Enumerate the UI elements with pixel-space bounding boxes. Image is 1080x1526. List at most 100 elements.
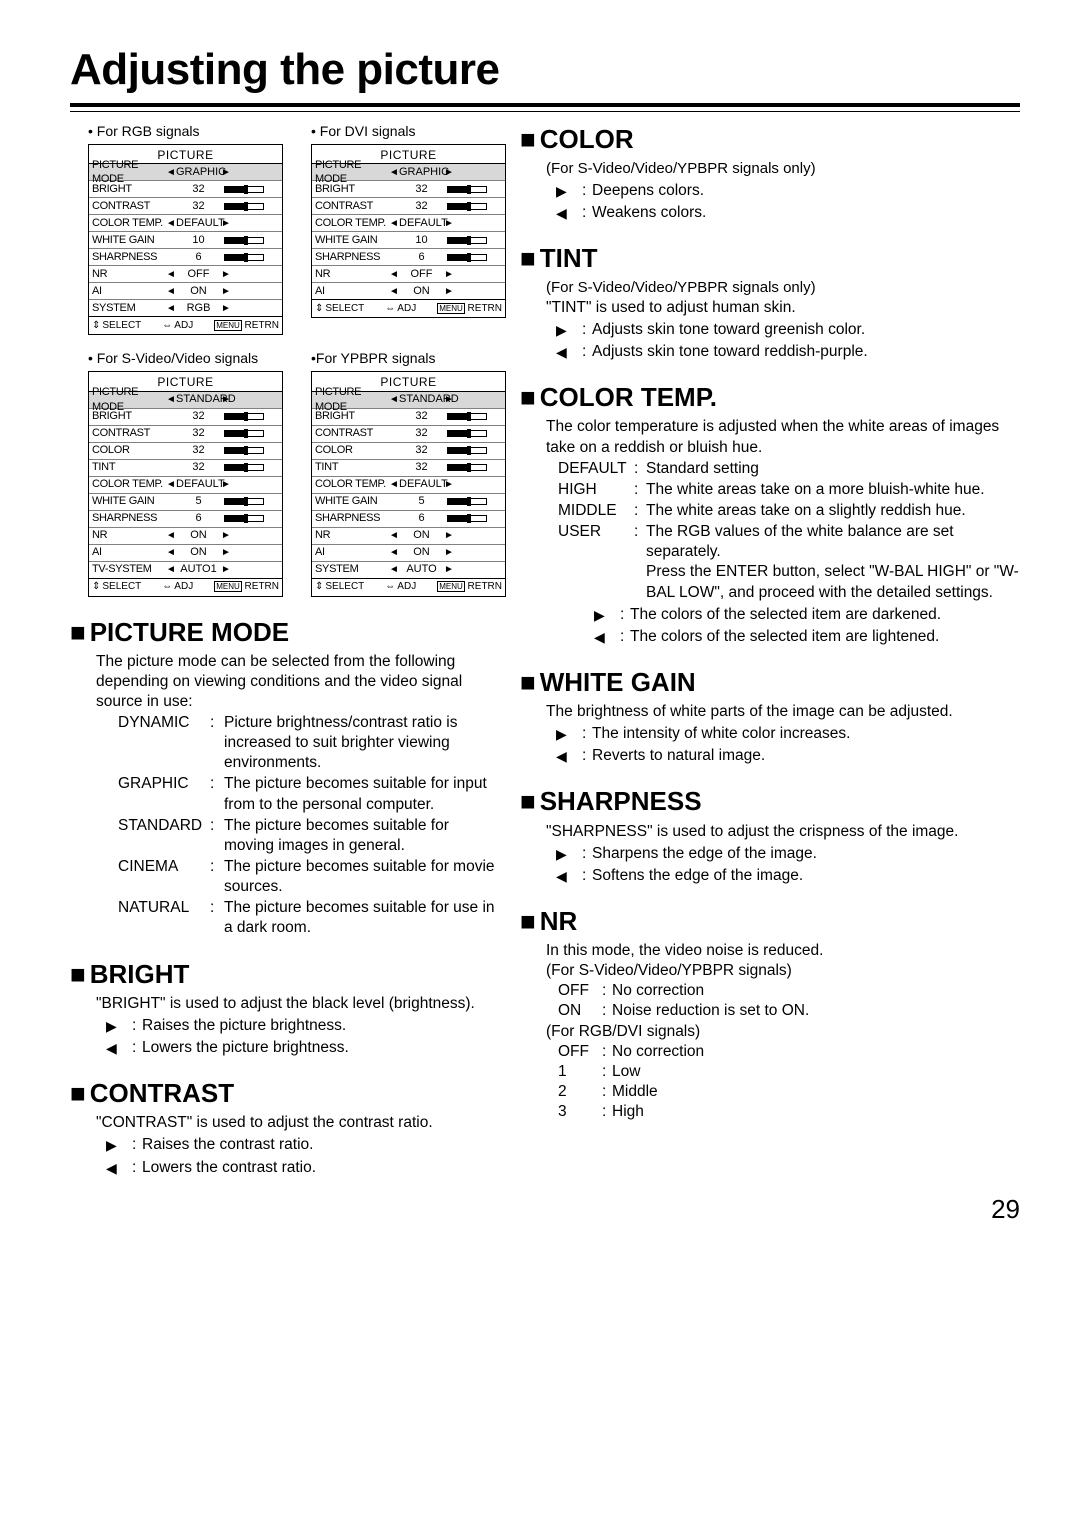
- slider-icon: [447, 203, 487, 210]
- v: ON: [399, 528, 444, 543]
- v: 32: [176, 460, 221, 475]
- term: 3: [558, 1102, 602, 1122]
- caption-rgb: • For RGB signals: [88, 122, 283, 141]
- v: 10: [399, 233, 444, 248]
- menu-rgb: • For RGB signals PICTURE PICTURE MODEGR…: [70, 122, 283, 335]
- intro: The color temperature is adjusted when t…: [546, 417, 1020, 457]
- r: BRIGHT: [315, 182, 389, 197]
- h-bright: ■BRIGHT: [70, 957, 500, 992]
- arrow-right-icon: [221, 166, 231, 180]
- slider-icon: [224, 464, 264, 471]
- v: 32: [176, 443, 221, 458]
- t: COLOR: [540, 124, 634, 154]
- f-select: SELECT: [102, 320, 141, 331]
- title-rule: [70, 103, 1020, 112]
- desc: Adjusts skin tone toward reddish-purple.: [592, 342, 868, 362]
- desc: Softens the edge of the image.: [592, 866, 803, 886]
- h-sharp: ■SHARPNESS: [520, 784, 1020, 819]
- arrow-right-icon: ▶: [594, 605, 620, 624]
- t: SHARPNESS: [540, 786, 702, 816]
- r: NR: [315, 528, 389, 543]
- term: ON: [558, 1001, 602, 1021]
- v: 32: [399, 409, 444, 424]
- desc: The intensity of white color increases.: [592, 724, 850, 744]
- term: MIDDLE: [558, 501, 634, 521]
- body-contrast: "CONTRAST" is used to adjust the contras…: [96, 1113, 500, 1177]
- slider-icon: [447, 430, 487, 437]
- r: WHITE GAIN: [315, 233, 389, 248]
- desc: The colors of the selected item are dark…: [630, 605, 941, 625]
- term: USER: [558, 522, 634, 542]
- slider-icon: [224, 447, 264, 454]
- f: SELECT: [325, 581, 364, 592]
- f: MENU: [437, 581, 465, 592]
- arrow-left-icon: [389, 268, 399, 282]
- arrow-right-icon: [444, 529, 454, 543]
- menu-yp: •For YPBPR signals PICTURE PICTURE MODES…: [293, 349, 506, 596]
- body-bright: "BRIGHT" is used to adjust the black lev…: [96, 994, 500, 1058]
- v: AUTO: [399, 562, 444, 577]
- arrow-left-icon: [166, 563, 176, 577]
- v10: 10: [176, 233, 221, 248]
- arrow-right-icon: [221, 302, 231, 316]
- desc: Standard setting: [646, 459, 759, 479]
- r: BRIGHT: [315, 409, 389, 424]
- arrow-left-icon: [166, 217, 176, 231]
- arrow-left-icon: ◀: [556, 203, 582, 222]
- r: COLOR: [92, 443, 166, 458]
- arrow-right-icon: [444, 546, 454, 560]
- arrow-right-icon: ▶: [556, 724, 582, 743]
- slider-icon: [447, 254, 487, 261]
- extra: Press the ENTER button, select "W-BAL HI…: [646, 563, 1019, 600]
- arrow-right-icon: [444, 217, 454, 231]
- r-bright: BRIGHT: [92, 182, 166, 197]
- f: MENU: [437, 303, 465, 314]
- h-color: ■COLOR: [520, 122, 1020, 157]
- arrow-left-icon: [389, 478, 399, 492]
- desc: High: [612, 1102, 644, 1122]
- v-on: ON: [176, 284, 221, 299]
- r-contrast: CONTRAST: [92, 199, 166, 214]
- arrow-right-icon: [221, 268, 231, 282]
- v: ON: [399, 545, 444, 560]
- arrow-left-icon: [166, 529, 176, 543]
- r: COLOR TEMP.: [315, 216, 389, 231]
- v: DEFAULT: [399, 216, 444, 231]
- f: RETRN: [245, 581, 279, 592]
- arrow-left-icon: ◀: [106, 1158, 132, 1177]
- arrow-right-icon: [444, 285, 454, 299]
- slider-icon: [224, 498, 264, 505]
- h-nr: ■NR: [520, 904, 1020, 939]
- desc: Lowers the contrast ratio.: [142, 1158, 316, 1178]
- r: WHITE GAIN: [315, 494, 389, 509]
- v: 32: [176, 409, 221, 424]
- arrow-left-icon: [166, 302, 176, 316]
- r: NR: [92, 528, 166, 543]
- menu-sv: • For S-Video/Video signals PICTURE PICT…: [70, 349, 283, 596]
- desc: The picture becomes suitable for input f…: [224, 774, 500, 814]
- arrow-right-icon: [221, 285, 231, 299]
- arrow-left-icon: ◀: [556, 866, 582, 885]
- page-number: 29: [70, 1192, 1020, 1227]
- slider-icon: [224, 430, 264, 437]
- intro: "BRIGHT" is used to adjust the black lev…: [96, 994, 500, 1014]
- menus-row-2: • For S-Video/Video signals PICTURE PICT…: [70, 349, 500, 596]
- desc: The white areas take on a slightly reddi…: [646, 501, 966, 521]
- arrow-right-icon: ▶: [556, 320, 582, 339]
- menubox-rgb: PICTURE PICTURE MODEGRAPHIC BRIGHT32 CON…: [88, 144, 283, 335]
- r: SHARPNESS: [315, 250, 389, 265]
- desc: Noise reduction is set to ON.: [612, 1001, 809, 1021]
- r: SYSTEM: [315, 562, 389, 577]
- desc: Raises the contrast ratio.: [142, 1135, 313, 1155]
- r-wgain: WHITE GAIN: [92, 233, 166, 248]
- r: AI: [315, 545, 389, 560]
- arrow-right-icon: [221, 529, 231, 543]
- desc: Weakens colors.: [592, 203, 706, 223]
- slider-icon: [224, 237, 264, 244]
- term: HIGH: [558, 480, 634, 500]
- v: 6: [399, 250, 444, 265]
- arrow-left-icon: [166, 285, 176, 299]
- t: COLOR TEMP.: [540, 382, 717, 412]
- body-wgain: The brightness of white parts of the ima…: [546, 702, 1020, 766]
- arrow-left-icon: [166, 478, 176, 492]
